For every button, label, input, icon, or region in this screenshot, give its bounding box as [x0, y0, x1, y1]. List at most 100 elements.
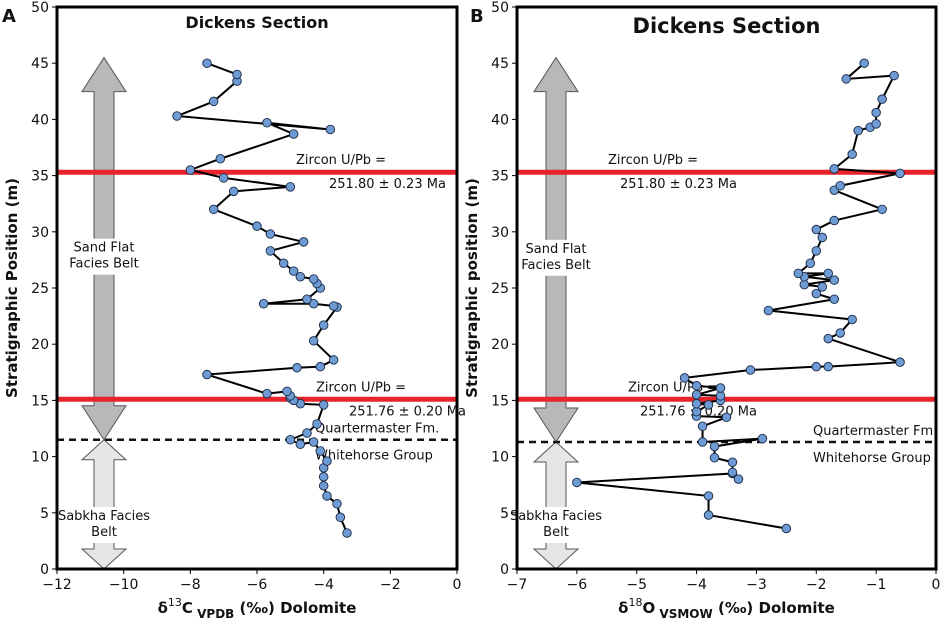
data-point: [733, 474, 744, 484]
y-tick-label: 50: [31, 0, 49, 16]
y-tick-label: 15: [491, 393, 509, 409]
data-point: [318, 320, 329, 330]
facies-label-bg: [517, 507, 595, 543]
y-axis-label: Stratigraphic position (m): [463, 178, 481, 398]
data-point: [342, 528, 352, 538]
data-point: [295, 272, 306, 282]
data-point: [763, 305, 774, 316]
plot-frame: [55, 5, 459, 571]
facies-label-bg: [517, 239, 595, 276]
data-point: [228, 186, 239, 197]
x-axis-label: δ18O VSMOW (‰) Dolomite: [618, 596, 835, 621]
data-point: [679, 373, 690, 383]
x-tick-label: 0: [932, 577, 941, 593]
data-point: [799, 279, 810, 290]
y-tick-label: 50: [491, 0, 509, 16]
data-point: [895, 168, 905, 179]
data-point: [308, 298, 319, 309]
data-point: [829, 215, 839, 226]
x-tick-label: −6: [247, 577, 268, 593]
data-point: [218, 173, 229, 183]
x-tick-label: −1: [866, 577, 887, 593]
data-point: [829, 294, 839, 304]
x-label-element: O: [642, 599, 655, 617]
data-point: [697, 437, 708, 447]
data-point: [745, 365, 756, 375]
facies-label-bg: [65, 238, 143, 275]
data-point: [835, 328, 845, 338]
x-label-suffix: (‰) Dolomite: [713, 599, 835, 617]
data-point: [835, 180, 845, 191]
data-point: [332, 499, 342, 509]
data-point: [703, 400, 714, 410]
data-point: [572, 477, 582, 488]
data-point: [328, 301, 339, 311]
x-label-subscript: VSMOW: [655, 607, 713, 621]
data-point: [697, 421, 708, 432]
data-point: [781, 523, 792, 534]
data-point: [709, 452, 720, 463]
chart-title: Dickens Section: [185, 13, 328, 32]
facies-arrow: [532, 441, 580, 570]
data-point: [285, 434, 296, 445]
data-point: [282, 386, 292, 397]
data-point: [877, 204, 887, 215]
panel-letter: A: [2, 6, 16, 27]
data-point: [691, 406, 702, 417]
data-point: [823, 333, 834, 344]
chart-panel-a: A Dickens Section 0 5 10 15 20 25 30 35 40 45 50 −12 −…: [2, 0, 466, 621]
data-point: [308, 336, 319, 346]
data-point: [232, 69, 242, 80]
data-point: [208, 96, 219, 107]
zircon-label-line1: Zircon U/Pb =: [296, 153, 386, 168]
data-point: [853, 125, 863, 136]
data-point: [691, 381, 702, 391]
y-tick-label: 35: [31, 169, 49, 185]
data-point: [823, 268, 834, 279]
x-tick-label: −10: [109, 577, 139, 593]
data-point: [322, 491, 332, 501]
chart-panel-b: B Dickens Section 0 5 10 15 20 25 30 35 40 45 50 −7 −6…: [463, 0, 940, 621]
data-point: [841, 74, 851, 84]
facies-label: Facies Belt: [69, 257, 139, 272]
y-axis-label: Stratigraphic Position (m): [3, 178, 21, 398]
data-point: [308, 274, 319, 284]
data-point: [805, 258, 816, 269]
data-point: [318, 472, 329, 482]
y-tick-label: 5: [500, 506, 509, 522]
x-tick-label: 0: [453, 577, 462, 593]
data-point: [252, 221, 262, 231]
x-label-superscript: 18: [628, 596, 642, 609]
data-point: [288, 129, 299, 139]
y-tick-label: 5: [40, 506, 49, 522]
y-tick-label: 10: [31, 450, 49, 466]
data-point: [715, 391, 726, 401]
x-tick-label: −12: [42, 577, 72, 593]
data-point: [285, 182, 296, 192]
data-point: [811, 288, 822, 299]
data-point: [895, 357, 905, 367]
facies-label: Belt: [91, 525, 117, 540]
facies-label-bg: [65, 507, 143, 543]
data-point: [691, 390, 702, 400]
data-point: [288, 266, 299, 276]
data-point: [829, 275, 839, 285]
data-point: [727, 457, 738, 467]
x-tick-label: −8: [180, 577, 201, 593]
y-tick-label: 10: [491, 450, 509, 466]
x-tick-label: −4: [313, 577, 334, 593]
x-label-element: C: [182, 599, 193, 617]
chart-title: Dickens Section: [633, 14, 821, 38]
data-point: [308, 437, 319, 447]
data-point: [298, 237, 309, 247]
facies-label: Sabkha Facies: [510, 509, 602, 524]
y-tick-label: 20: [491, 337, 509, 353]
data-point: [215, 153, 226, 164]
data-point: [335, 512, 346, 523]
data-point: [322, 456, 332, 466]
data-point: [823, 361, 834, 372]
x-tick-label: −4: [686, 577, 707, 593]
data-point: [172, 111, 182, 121]
zircon-label-line2: 251.80 ± 0.23 Ma: [620, 177, 737, 192]
